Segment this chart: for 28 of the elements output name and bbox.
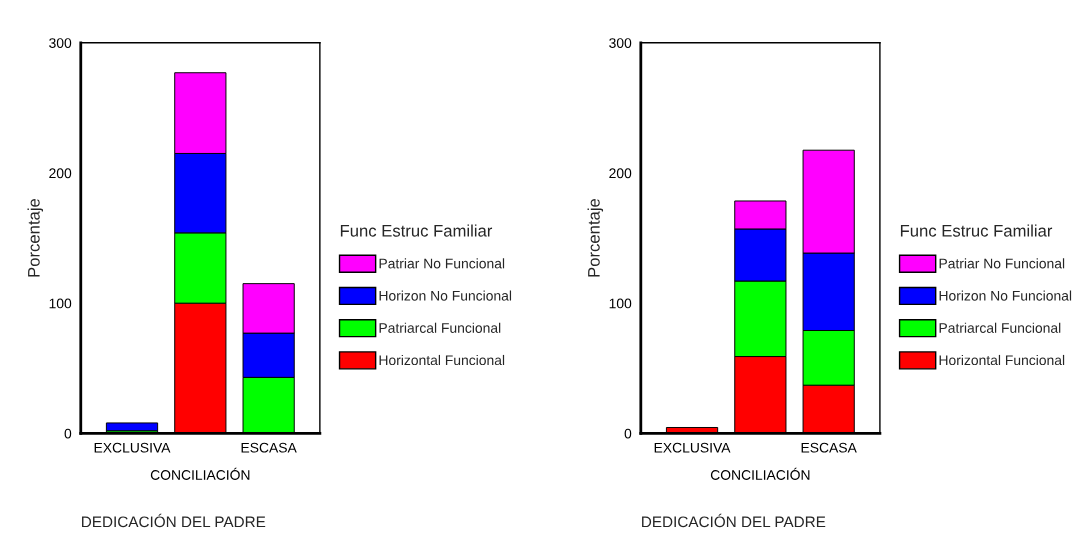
- y-tick-label: 300: [609, 38, 632, 48]
- y-tick-label: 0: [624, 428, 632, 439]
- y-tick-label: 300: [49, 38, 72, 48]
- y-tick-label: 200: [609, 168, 632, 179]
- x-axis-title: DEDICACIÓN DEL PADRE: [642, 513, 826, 528]
- x-tick-label: CONCILIACIÓN: [150, 467, 250, 480]
- legend-label: Patriar No Funcional: [379, 258, 505, 269]
- y-axis-title: Porcentaje: [587, 198, 604, 277]
- legend-label: Horizon No Funcional: [379, 290, 512, 301]
- y-axis-title: Porcentaje: [27, 198, 44, 277]
- y-tick-label: 200: [49, 168, 72, 179]
- legend-title: Func Estruc Familiar: [900, 224, 1053, 237]
- y-tick-label: 100: [609, 298, 632, 309]
- legend-label: Patriar No Funcional: [939, 258, 1065, 269]
- legend-label: Horizontal Funcional: [939, 354, 1065, 366]
- legend-title: Func Estruc Familiar: [340, 224, 493, 237]
- legend-label: Patriarcal Funcional: [939, 322, 1061, 333]
- legend-label: Horizon No Funcional: [939, 290, 1072, 301]
- x-tick-label: EXCLUSIVA: [94, 442, 171, 453]
- x-tick-label: ESCASA: [801, 442, 857, 453]
- x-tick-label: EXCLUSIVA: [654, 442, 731, 453]
- x-axis-title: DEDICACIÓN DEL PADRE: [82, 513, 266, 528]
- legend-label: Horizontal Funcional: [379, 354, 505, 366]
- x-tick-label: ESCASA: [241, 442, 297, 453]
- legend-label: Patriarcal Funcional: [379, 322, 501, 333]
- y-tick-label: 0: [64, 428, 72, 439]
- y-tick-label: 100: [49, 298, 72, 309]
- x-tick-label: CONCILIACIÓN: [710, 467, 810, 480]
